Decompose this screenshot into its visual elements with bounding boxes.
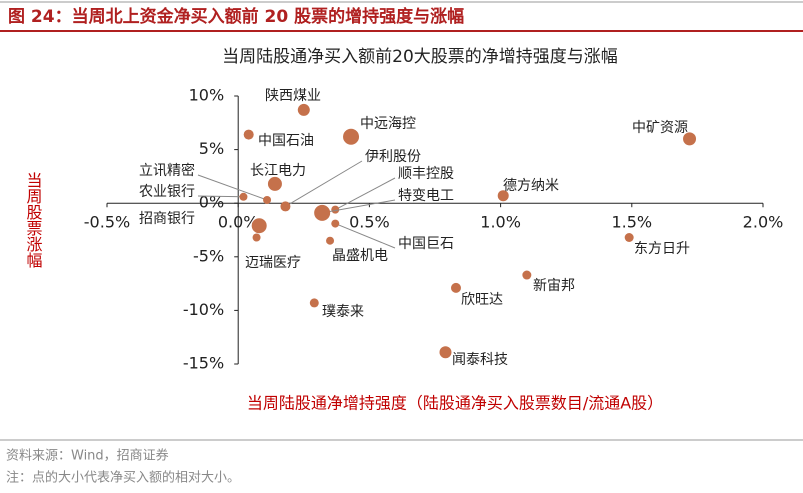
- bubble: [439, 346, 452, 359]
- bubble: [331, 205, 340, 214]
- bubble: [624, 233, 634, 243]
- point-label: 德方纳米: [503, 178, 559, 194]
- point-label: 新宙邦: [533, 278, 575, 294]
- bubble: [309, 298, 319, 308]
- y-tick-label: 10%: [189, 86, 225, 105]
- point-label: 闻泰科技: [452, 352, 508, 368]
- leader-line: [197, 195, 244, 198]
- point-label: 立讯精密: [139, 162, 195, 179]
- x-tick-label: 0.0%: [218, 213, 259, 232]
- bubble: [267, 176, 282, 191]
- y-tick-label: 0%: [199, 193, 224, 212]
- point-label: 中矿资源: [632, 120, 688, 136]
- bubble: [326, 236, 335, 245]
- point-label: 迈瑞医疗: [245, 255, 301, 271]
- bubble: [251, 218, 267, 234]
- y-tick-label: -10%: [183, 300, 224, 319]
- bubble: [243, 129, 254, 140]
- point-label: 农业银行: [139, 184, 195, 200]
- point-label: 中国巨石: [398, 236, 454, 252]
- source: 资料来源：Wind，招商证券: [6, 448, 169, 464]
- bubble: [280, 201, 291, 212]
- bubble: [297, 103, 310, 116]
- leader-line: [335, 177, 396, 211]
- point-label: 晶盛机电: [332, 248, 388, 264]
- x-tick-label: 1.5%: [611, 213, 652, 232]
- figure-caption: 图 24：当周北上资金净买入额前 20 股票的增持强度与涨幅: [8, 6, 464, 27]
- point-label: 伊利股份: [365, 149, 421, 165]
- bubble: [343, 128, 360, 145]
- point-label: 欣旺达: [461, 292, 503, 308]
- point-label: 特变电工: [398, 188, 454, 204]
- point-label: 顺丰控股: [398, 166, 454, 182]
- point-label: 长江电力: [250, 163, 306, 179]
- x-axis-label: 当周陆股通净增持强度（陆股通净买入股票数目/流通A股）: [247, 394, 663, 413]
- bubble: [497, 190, 509, 202]
- leader-line: [335, 223, 396, 249]
- point-label: 东方日升: [634, 241, 690, 257]
- bubble: [314, 204, 331, 221]
- bubble: [450, 282, 461, 293]
- bubble: [239, 192, 248, 201]
- x-tick-label: 1.0%: [480, 213, 521, 232]
- y-tick-label: -15%: [183, 354, 224, 373]
- bubble: [331, 219, 340, 228]
- chart-title: 当周陆股通净买入额前20大股票的净增持强度与涨幅: [222, 47, 618, 67]
- point-label: 璞泰来: [322, 304, 364, 320]
- y-tick-label: -5%: [193, 246, 224, 265]
- point-label: 陕西煤业: [265, 88, 321, 104]
- point-label: 招商银行: [139, 211, 195, 227]
- bubble: [252, 233, 261, 242]
- leader-line: [322, 199, 396, 214]
- leader-line: [197, 174, 268, 201]
- point-label: 中远海控: [360, 116, 416, 132]
- note: 注：点的大小代表净买入额的相对大小。: [6, 470, 240, 486]
- x-tick-label: 0.5%: [349, 213, 390, 232]
- leader-line: [285, 160, 363, 207]
- y-tick-label: 5%: [199, 139, 224, 158]
- y-axis-label: 当周股票涨幅: [24, 172, 43, 268]
- bubble: [522, 270, 532, 280]
- bubble: [683, 132, 697, 146]
- bubble: [263, 195, 272, 204]
- x-tick-label: -0.5%: [84, 213, 130, 232]
- x-tick-label: 2.0%: [743, 213, 784, 232]
- point-label: 中国石油: [258, 133, 314, 149]
